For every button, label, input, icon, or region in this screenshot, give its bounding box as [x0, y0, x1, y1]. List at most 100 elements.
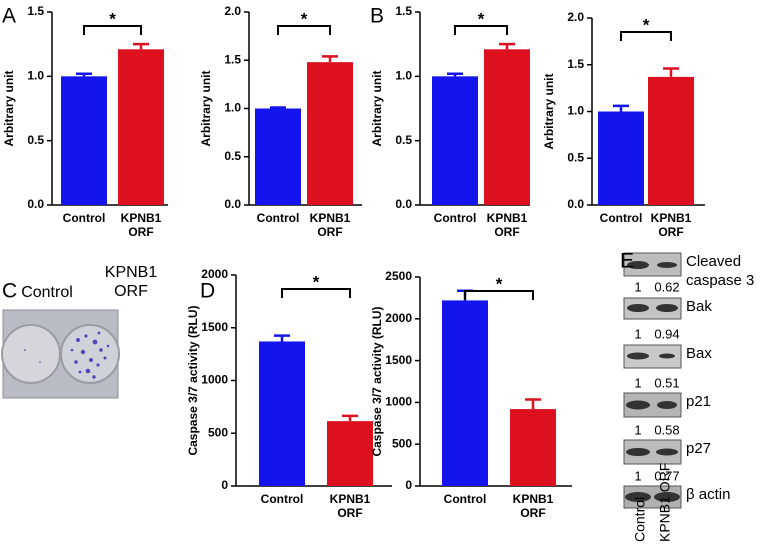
x-tick-label-box: Control — [62, 211, 106, 225]
colony-label: KPNB1 ORF — [104, 264, 158, 300]
x-tick-label-box: Control — [256, 211, 300, 225]
error-bar — [133, 42, 149, 50]
blot-row-label: Cleaved caspase 3 — [686, 253, 755, 289]
y-tick-label: 2000 — [385, 311, 412, 325]
y-axis-title: Caspase 3/7 activity (RLU) — [186, 305, 200, 455]
blot-row-label-box: p27 — [686, 440, 711, 457]
y-tick-label: 1000 — [385, 395, 412, 409]
y-tick-label: 1.5 — [27, 4, 44, 18]
x-tick-label: KPNB1 ORF — [329, 492, 371, 520]
significance-bracket — [83, 25, 142, 35]
panel-label: B — [370, 5, 384, 28]
error-bar — [322, 55, 338, 63]
x-tick-label: KPNB1 ORF — [650, 211, 692, 239]
x-tick-label: Control — [256, 211, 300, 225]
y-tick-label: 1.0 — [224, 101, 241, 115]
lane-label: Control — [632, 497, 648, 542]
y-tick-label: 1.0 — [27, 69, 44, 83]
blot-row-label-box: Bak — [686, 298, 712, 315]
error-bar — [499, 42, 515, 50]
y-axis-title: Caspase 3/7 activity (RLU) — [370, 306, 384, 456]
y-tick-label: 0.0 — [27, 197, 44, 211]
blot-row-label: β actin — [686, 486, 731, 503]
blot-row-label-box: Cleaved caspase 3 — [686, 253, 755, 289]
error-bar — [663, 67, 679, 77]
x-tick-label: Control — [599, 211, 643, 225]
y-tick-label: 0.5 — [567, 150, 584, 164]
y-tick-label: 1500 — [201, 320, 228, 334]
error-bar — [342, 414, 358, 422]
error-bar — [613, 104, 629, 112]
x-tick-label-box: KPNB1 ORF — [120, 211, 162, 239]
error-bar — [447, 72, 463, 77]
blot-row-label: Bak — [686, 298, 712, 315]
bar — [327, 421, 373, 486]
blot-row-label: p21 — [686, 393, 712, 410]
y-tick-label: 0.0 — [395, 197, 412, 211]
blot-row-label-box: β actin — [686, 486, 731, 503]
significance-bracket — [454, 25, 508, 35]
bar — [598, 111, 644, 205]
x-tick-label: Control — [433, 211, 477, 225]
significance-marker: * — [109, 9, 116, 28]
bar — [432, 76, 478, 205]
blot-ratio: 1 — [634, 326, 641, 341]
x-tick-label: KPNB1 ORF — [309, 211, 351, 239]
blot-row-label: Bax — [686, 345, 712, 362]
bar — [259, 341, 305, 486]
y-axis-title: Arbitrary unit — [199, 70, 213, 146]
x-tick-label-box: KPNB1 ORF — [650, 211, 692, 239]
blot-row-label-box: p21 — [686, 393, 712, 410]
y-tick-label: 1500 — [385, 353, 412, 367]
x-tick-label-box: KPNB1 ORF — [309, 211, 351, 239]
bar — [648, 76, 694, 205]
y-axis-title: Arbitrary unit — [370, 70, 384, 146]
significance-bracket — [281, 288, 351, 298]
y-tick-label: 1.5 — [567, 57, 584, 71]
blot-row-label-box: Bax — [686, 345, 712, 362]
x-tick-label: Control — [62, 211, 106, 225]
bar — [255, 108, 301, 205]
x-tick-label: KPNB1 ORF — [120, 211, 162, 239]
x-tick-label-box: Control — [599, 211, 643, 225]
x-tick-label-box: Control — [433, 211, 477, 225]
y-tick-label: 1.5 — [224, 52, 241, 66]
y-axis-title: Arbitrary unit — [2, 70, 16, 146]
error-bar — [525, 398, 541, 410]
significance-bracket — [277, 25, 331, 35]
error-bar — [274, 334, 290, 342]
y-tick-label: 2.0 — [224, 4, 241, 18]
significance-marker: * — [496, 274, 503, 293]
colony-plate-photo — [1, 309, 120, 399]
error-bar — [270, 106, 286, 109]
y-tick-label: 0.0 — [224, 197, 241, 211]
blot-ratio: 1 — [634, 422, 641, 437]
colony-label-box: Control — [21, 284, 73, 301]
x-tick-label: KPNB1 ORF — [486, 211, 528, 239]
y-tick-label: 500 — [208, 425, 228, 439]
y-tick-label: 2.0 — [567, 10, 584, 24]
y-tick-label: 0 — [221, 478, 228, 492]
y-tick-label: 1.5 — [395, 4, 412, 18]
y-tick-label: 0.5 — [224, 149, 241, 163]
bar — [510, 409, 556, 486]
colony-label-box: KPNB1 ORF — [104, 264, 158, 300]
significance-bracket — [620, 31, 672, 41]
y-tick-label: 2000 — [201, 267, 228, 281]
x-tick-label-box: Control — [443, 492, 487, 506]
colony-label: Control — [21, 284, 73, 301]
significance-marker: * — [643, 15, 650, 34]
bar — [61, 76, 107, 205]
significance-bracket — [464, 290, 534, 300]
lane-label: KPNB1 ORF — [657, 463, 673, 542]
x-tick-label: Control — [443, 492, 487, 506]
bar — [484, 49, 530, 206]
y-tick-label: 0.5 — [395, 133, 412, 147]
bar — [442, 300, 488, 486]
panel-label: A — [2, 5, 16, 28]
y-tick-label: 0.0 — [567, 197, 584, 211]
significance-marker: * — [478, 9, 485, 28]
x-tick-label-box: KPNB1 ORF — [486, 211, 528, 239]
x-tick-label-box: Control — [261, 492, 304, 506]
x-tick-label-box: KPNB1 ORF — [513, 492, 554, 520]
